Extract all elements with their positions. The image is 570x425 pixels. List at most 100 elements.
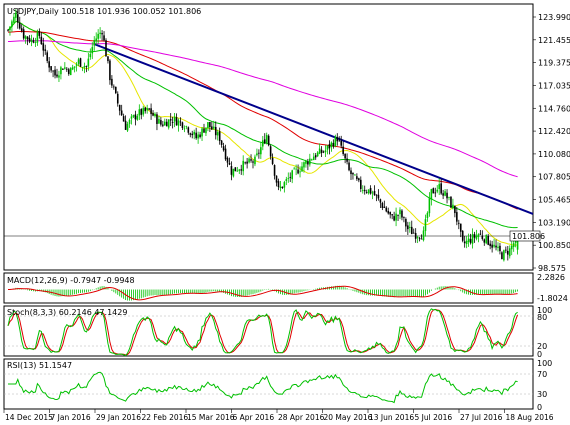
candle [260,142,262,159]
candle [81,66,84,72]
candle [297,164,299,175]
candle [58,70,60,82]
candle [185,125,188,130]
candle [213,120,215,130]
candle [440,178,442,195]
candle [401,209,403,221]
candle [238,168,241,174]
candle [224,144,227,161]
candle [250,154,252,163]
candle [79,57,82,68]
candle [320,146,323,157]
candle [410,220,413,235]
candle [73,66,76,73]
candle [203,123,205,133]
candle [473,231,476,243]
candle [128,118,131,128]
candle [291,169,293,184]
candlesticks [7,8,519,262]
candle [318,143,321,155]
candle [113,84,115,90]
candle [501,251,503,260]
candle [122,113,125,122]
time-axis-label: 28 Apr 2016 [278,413,325,422]
candle [262,135,264,151]
candle [236,166,239,172]
candle [126,121,129,133]
candle [369,185,372,195]
candle [350,167,352,180]
price-panel: USDJPY,Daily 100.518 101.936 100.052 101… [3,3,570,273]
candle [116,91,119,107]
candle [263,133,266,145]
candle [93,36,96,51]
downtrend-line[interactable] [93,43,533,215]
candle [138,104,141,120]
candle [89,48,92,60]
candle [326,144,329,155]
candle [42,37,45,57]
candle [293,166,295,170]
candle [152,110,154,117]
candle [132,114,135,119]
candle [379,198,382,209]
candle [377,189,380,201]
candle [48,56,50,73]
candle [495,239,497,251]
candle [481,230,484,241]
candle [340,135,342,149]
candle [507,245,509,261]
candle [101,30,103,41]
candle [28,35,31,44]
rsi-panel: RSI(13) 51.1547 100 70 30 0 [3,358,552,412]
candle [193,129,195,140]
candle [11,19,13,32]
stoch-tick-100: 100 [537,306,552,315]
candle [497,242,499,252]
candle [338,136,341,142]
rsi-line [8,371,518,404]
candle [56,68,58,79]
candle [226,156,229,168]
stoch-tick-80: 80 [537,313,547,322]
rsi-panel-frame [3,358,534,410]
candle [361,185,364,194]
candle [503,249,505,262]
candle [211,121,213,130]
candle [314,152,317,160]
time-axis-label: 22 Feb 2016 [142,413,189,422]
candle [181,121,184,131]
time-axis-label: 18 Aug 2016 [506,413,554,422]
candle [483,238,486,246]
price-tick-label: 117.035 [538,81,570,90]
rsi-tick-0: 0 [537,403,542,412]
candle [91,42,94,60]
candle [99,27,101,39]
candle [442,189,444,200]
candle [363,185,366,195]
candle [281,186,284,189]
candle [420,234,423,240]
candle [199,131,201,139]
candle [252,159,254,169]
candle [50,66,52,73]
candle [75,62,78,72]
ma-long-line [7,40,518,178]
candle [209,121,211,132]
candle [83,62,86,74]
candle [230,161,233,181]
candle [469,233,472,245]
candle [393,211,395,222]
candle [54,65,56,79]
stoch-tick-0: 0 [537,350,542,359]
time-axis-label: 27 Jul 2016 [460,413,503,422]
macd-signal-line [7,285,518,301]
candle [334,134,337,148]
candle [475,229,478,241]
candle [87,52,90,71]
candle [69,67,72,76]
candle [467,233,470,247]
time-axis-label: 14 Dec 2015 [5,413,53,422]
price-tick-label: 98.575 [538,264,566,273]
candle [32,37,35,44]
